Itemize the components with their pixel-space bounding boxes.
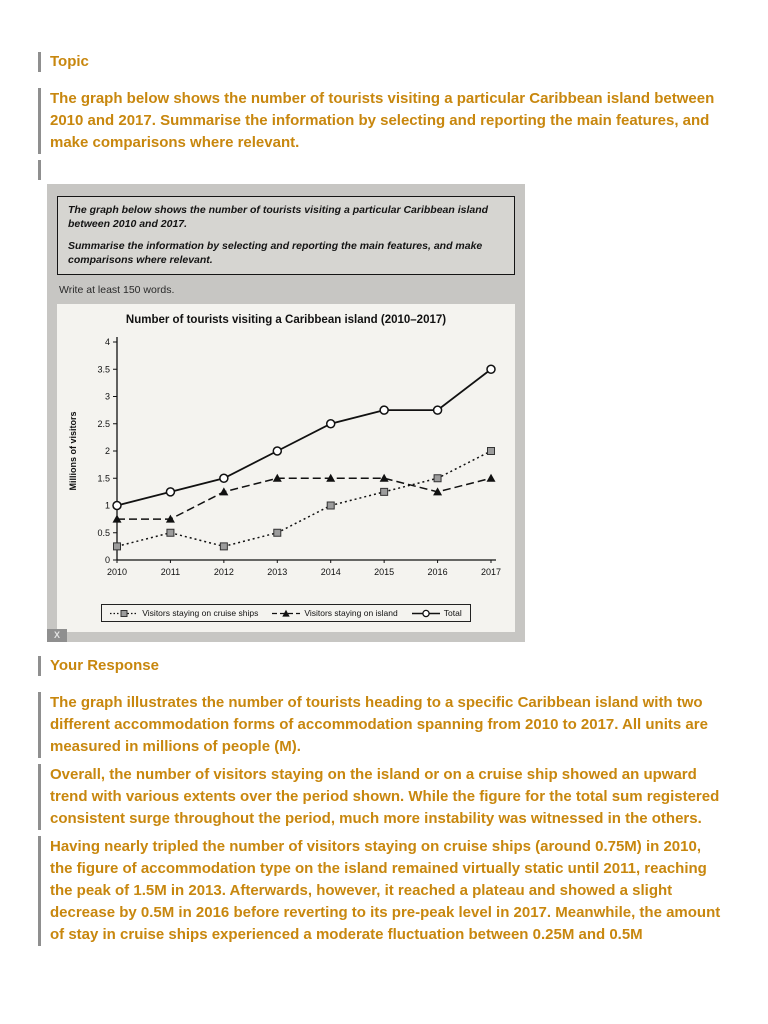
watermark-badge: X xyxy=(47,629,68,642)
legend-label-cruise: Visitors staying on cruise ships xyxy=(142,608,259,618)
svg-text:3: 3 xyxy=(105,392,110,402)
svg-text:2013: 2013 xyxy=(267,567,287,577)
prompt-paragraph-1: The graph below shows the number of tour… xyxy=(68,204,489,230)
svg-text:2012: 2012 xyxy=(214,567,234,577)
chart-panel: Number of tourists visiting a Caribbean … xyxy=(57,304,515,632)
topic-text: The graph below shows the number of tour… xyxy=(38,88,726,154)
svg-text:0.5: 0.5 xyxy=(97,528,110,538)
svg-text:4: 4 xyxy=(105,337,110,347)
solid-circle-line-icon xyxy=(411,609,440,617)
svg-text:0: 0 xyxy=(105,555,110,565)
svg-text:Millions of visitors: Millions of visitors xyxy=(68,411,78,490)
chart-title: Number of tourists visiting a Caribbean … xyxy=(125,314,447,326)
response-paragraph-3: Having nearly tripled the number of visi… xyxy=(38,836,726,946)
legend-item-island: Visitors staying on island xyxy=(272,608,398,618)
chart-legend: Visitors staying on cruise ships Visitor… xyxy=(101,604,471,622)
response-paragraph-1: The graph illustrates the number of tour… xyxy=(38,692,726,758)
legend-item-cruise: Visitors staying on cruise ships xyxy=(110,608,258,618)
response-heading: Your Response xyxy=(38,656,726,676)
svg-text:2015: 2015 xyxy=(374,567,394,577)
svg-text:3.5: 3.5 xyxy=(97,364,110,374)
svg-text:2010: 2010 xyxy=(107,567,127,577)
svg-text:2017: 2017 xyxy=(481,567,501,577)
svg-text:2011: 2011 xyxy=(161,567,180,577)
legend-label-total: Total xyxy=(443,608,462,618)
legend-label-island: Visitors staying on island xyxy=(304,608,398,618)
word-count-note: Write at least 150 words. xyxy=(59,284,175,296)
svg-text:2014: 2014 xyxy=(321,567,341,577)
dashed-triangle-line-icon xyxy=(272,609,301,617)
prompt-box: The graph below shows the number of tour… xyxy=(57,196,515,275)
svg-text:1.5: 1.5 xyxy=(97,473,110,483)
tourist-line-chart: 0 0.5 1 1.5 2 2.5 3 3.5 4 2010 2011 2012 2013 2014 201… xyxy=(68,337,501,577)
legend-item-total: Total xyxy=(411,608,462,618)
response-paragraph-2: Overall, the number of visitors staying … xyxy=(38,764,726,830)
svg-text:2.5: 2.5 xyxy=(97,419,110,429)
prompt-paragraph-2: Summarise the information by selecting a… xyxy=(68,240,483,266)
empty-quote-line xyxy=(38,160,726,180)
topic-heading: Topic xyxy=(38,52,726,72)
dotted-square-line-icon xyxy=(110,609,139,617)
svg-text:2016: 2016 xyxy=(428,567,448,577)
svg-text:1: 1 xyxy=(105,501,110,511)
task-prompt-image: The graph below shows the number of tour… xyxy=(47,184,525,642)
svg-text:2: 2 xyxy=(105,446,110,456)
